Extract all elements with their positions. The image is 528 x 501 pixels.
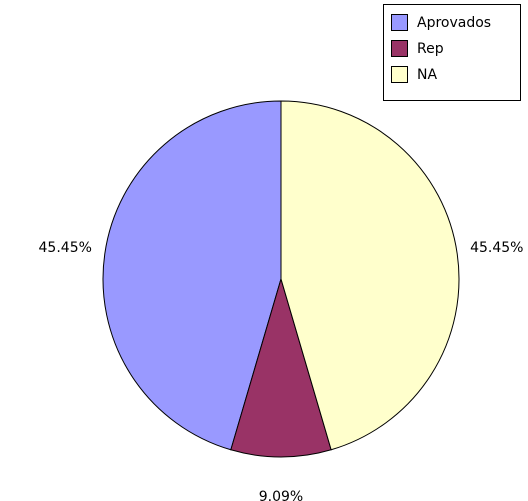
data-label: 45.45% bbox=[39, 240, 92, 256]
pie-slice bbox=[280, 100, 460, 451]
legend-swatch bbox=[391, 14, 408, 31]
pie-slice bbox=[230, 277, 332, 458]
data-label: 45.45% bbox=[470, 240, 523, 256]
legend-label: Aprovados bbox=[417, 15, 491, 31]
legend-swatch bbox=[391, 66, 408, 83]
legend-label: NA bbox=[417, 67, 437, 83]
pie-slice bbox=[102, 100, 282, 451]
data-label: 9.09% bbox=[259, 489, 303, 501]
legend-label: Rep bbox=[417, 41, 444, 57]
legend-swatch bbox=[391, 40, 408, 57]
legend: Aprovados Rep NA bbox=[391, 14, 491, 83]
